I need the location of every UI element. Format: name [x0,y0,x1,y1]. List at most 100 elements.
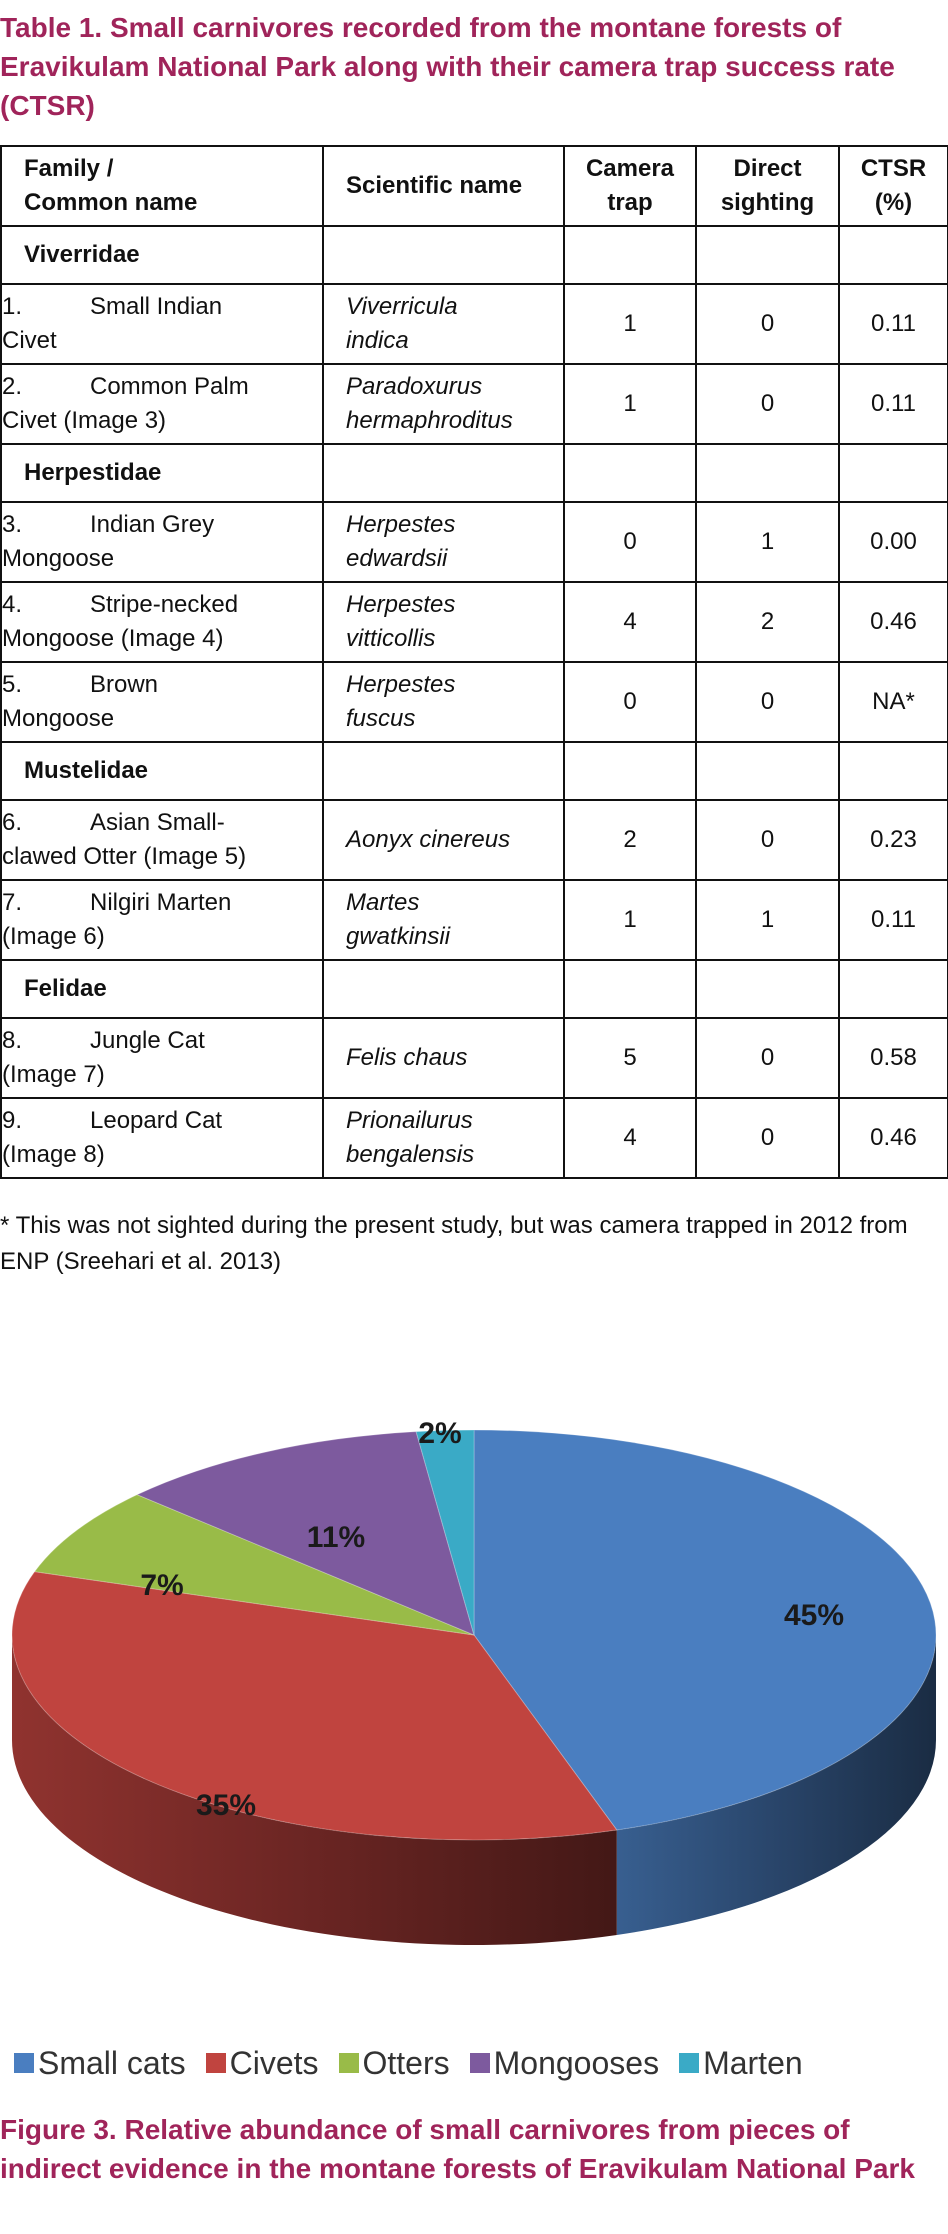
common-name-cell: 8. Jungle Cat (Image 7) [0,1017,324,1099]
row-number: 6. [2,809,23,836]
pie-slice-side [12,1635,617,1945]
legend-swatch [14,2053,34,2073]
row-number: 1. [2,293,23,320]
figure-caption: Figure 3. Relative abundance of small ca… [0,2114,915,2184]
scientific-name-cell: Paradoxurus hermaphroditus [322,363,565,445]
family-name: Mustelidae [0,741,324,801]
table-row: 9. Leopard Cat (Image 8) Prionailurus bengal… [0,1097,948,1179]
legend-item: Small cats [14,2045,186,2082]
family-row: Mustelidae [0,741,948,801]
direct-sighting-cell: 2 [695,581,840,663]
table-row: 2. Common Palm Civet (Image 3) Paradoxurus h… [0,363,948,445]
family-row: Felidae [0,959,948,1019]
legend-item: Otters [338,2044,450,2082]
legend-item: Mongooses [469,2044,660,2082]
header-scientific-name: Scientific name [322,145,565,227]
empty-cell [563,443,697,503]
family-row: Herpestidae [0,443,948,503]
header-family-common: Family / Common name [0,145,324,227]
empty-cell [695,959,840,1019]
ctsr-cell: 0.46 [838,1097,948,1179]
direct-sighting-cell: 0 [695,1017,840,1099]
table-footnote: * This was not sighted during the presen… [0,1212,908,1275]
pie-data-label: 45% [784,1599,844,1632]
camera-trap-cell: 4 [563,1097,697,1179]
family-row: Viverridae [0,225,948,285]
scientific-name-cell: Herpestes edwardsii [322,501,565,583]
legend-label: Otters [362,2044,450,2081]
carnivore-table: Family / Common name Scientific name Came… [0,145,948,1179]
common-name-cell: 6. Asian Small-clawed Otter (Image 5) [0,799,324,881]
camera-trap-cell: 0 [563,661,697,743]
empty-cell [838,225,948,285]
legend-label: Mongooses [493,2044,660,2081]
legend-item: Civets [205,2045,319,2082]
abundance-pie-chart: 45% 35% 7% 11% 2% [11,1417,937,1945]
common-name-cell: 3. Indian Grey Mongoose [0,501,324,583]
camera-trap-cell: 1 [563,363,697,445]
scientific-name-cell: Prionailurus bengalensis [322,1097,565,1179]
direct-sighting-cell: 1 [695,879,840,961]
legend-item: Marten [679,2045,803,2082]
direct-sighting-cell: 0 [695,283,840,365]
ctsr-cell: 0.23 [838,799,948,881]
pie-data-label: 7% [140,1569,183,1602]
chart-legend: Small cats Civets Otters Mongooses Marten [14,2043,823,2083]
common-name-cell: 7. Nilgiri Marten (Image 6) [0,879,324,961]
legend-swatch [679,2053,700,2073]
scientific-name-cell: Viverricula indica [322,283,565,365]
common-name-cell: 1. Small Indian Civet [0,283,324,365]
direct-sighting-cell: 0 [695,661,840,743]
scientific-name-cell: Herpestes vitticollis [322,581,565,663]
camera-trap-cell: 1 [563,283,697,365]
empty-cell [322,225,565,285]
row-number: 7. [2,889,23,916]
pie-slice-otters [33,1494,475,1636]
empty-cell [838,959,948,1019]
scientific-name-cell: Herpestes fuscus [322,661,565,743]
empty-cell [838,443,948,503]
direct-sighting-cell: 1 [695,501,840,583]
common-name-cell: 4. Stripe-necked Mongoose (Image 4) [0,581,324,663]
common-name-cell: 2. Common Palm Civet (Image 3) [0,363,324,445]
scientific-name-cell: Aonyx cinereus [322,799,565,881]
table-row: 8. Jungle Cat (Image 7) Felis chaus 5 0 0.58 [0,1017,948,1099]
legend-label: Marten [703,2044,803,2081]
row-number: 5. [2,671,23,698]
row-number: 2. [2,373,23,400]
table-row: 4. Stripe-necked Mongoose (Image 4) Herpest… [0,581,948,663]
header-direct-sighting: Direct sighting [695,145,840,227]
legend-swatch [338,2053,359,2073]
table-row: 3. Indian Grey Mongoose Herpestes edwardsii 0… [0,501,948,583]
table-row: 7. Nilgiri Marten (Image 6) Martes gwatkinsi… [0,879,948,961]
empty-cell [322,741,565,801]
ctsr-cell: 0.46 [838,581,948,663]
empty-cell [563,959,697,1019]
legend-swatch [469,2053,490,2073]
family-name: Herpestidae [0,443,324,503]
pie-data-label: 11% [307,1521,365,1554]
ctsr-cell: 0.11 [838,283,948,365]
table-header-row: Family / Common name Scientific name Came… [0,145,948,227]
camera-trap-cell: 5 [563,1017,697,1099]
table-row: 5. Brown Mongoose Herpestes fuscus 0 0 NA* [0,661,948,743]
family-name: Viverridae [0,225,324,285]
empty-cell [322,959,565,1019]
ctsr-cell: 0.11 [838,879,948,961]
scientific-name-cell: Felis chaus [322,1017,565,1099]
empty-cell [695,443,840,503]
row-number: 3. [2,511,23,538]
ctsr-cell: NA* [838,661,948,743]
table-row: 1. Small Indian Civet Viverricula indica 1 0 0.… [0,283,948,365]
camera-trap-cell: 2 [563,799,697,881]
camera-trap-cell: 1 [563,879,697,961]
empty-cell [322,443,565,503]
row-number: 9. [2,1107,23,1134]
table-caption: Table 1. Small carnivores recorded from … [0,12,895,121]
ctsr-cell: 0.58 [838,1017,948,1099]
scientific-name-cell: Martes gwatkinsii [322,879,565,961]
header-ctsr: CTSR (%) [838,145,948,227]
camera-trap-cell: 0 [563,501,697,583]
empty-cell [695,741,840,801]
common-name-cell: 9. Leopard Cat (Image 8) [0,1097,324,1179]
